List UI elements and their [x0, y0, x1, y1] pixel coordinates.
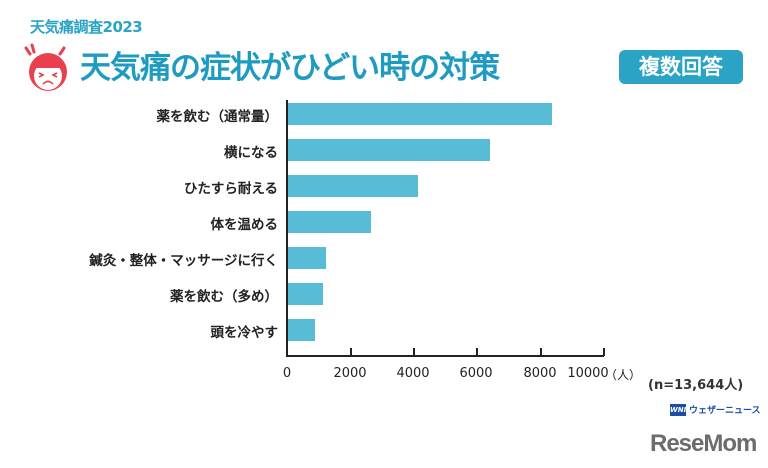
sample-size-note: (n=13,644人) [648, 378, 744, 393]
survey-subtitle: 天気痛調査2023 [30, 18, 143, 36]
category-label: 薬を飲む（通常量） [156, 109, 279, 125]
x-tick-label: 0 [282, 366, 292, 381]
resemom-logo: ReseMom [650, 430, 757, 457]
bar [288, 247, 326, 269]
bar [288, 283, 323, 305]
x-tick-label: 4000 [396, 366, 430, 381]
weathernews-mark-icon: WNI [670, 403, 687, 416]
x-tick-label: 2000 [333, 366, 367, 381]
y-axis-line [286, 100, 288, 356]
x-tick [350, 348, 352, 356]
category-label: 薬を飲む（多め） [170, 289, 278, 305]
weathernews-logo: WNI ウェザーニュース [670, 403, 761, 416]
bar [288, 139, 490, 161]
category-label: 横になる [224, 145, 278, 161]
x-axis-unit: （人） [605, 368, 642, 382]
chart-title: 天気痛の症状がひどい時の対策 [80, 50, 500, 86]
x-tick [540, 348, 542, 356]
distressed-face-icon [24, 43, 67, 91]
x-tick [476, 348, 478, 356]
weathernews-text: ウェザーニュース [689, 406, 761, 416]
category-label: ひたすら耐える [183, 181, 278, 197]
x-tick [603, 348, 605, 356]
x-tick [413, 348, 415, 356]
category-label: 鍼灸・整体・マッサージに行く [89, 253, 278, 269]
category-label: 体を温める [210, 217, 279, 233]
x-tick-label: 10000 [567, 366, 609, 381]
bar [288, 103, 552, 125]
multiple-answer-badge: 複数回答 [619, 50, 743, 84]
bar [288, 319, 315, 341]
x-axis-line [286, 355, 604, 357]
bar [288, 175, 418, 197]
bar [288, 211, 372, 233]
x-tick-label: 6000 [459, 366, 493, 381]
x-tick-label: 8000 [523, 366, 557, 381]
category-label: 頭を冷やす [210, 325, 279, 341]
